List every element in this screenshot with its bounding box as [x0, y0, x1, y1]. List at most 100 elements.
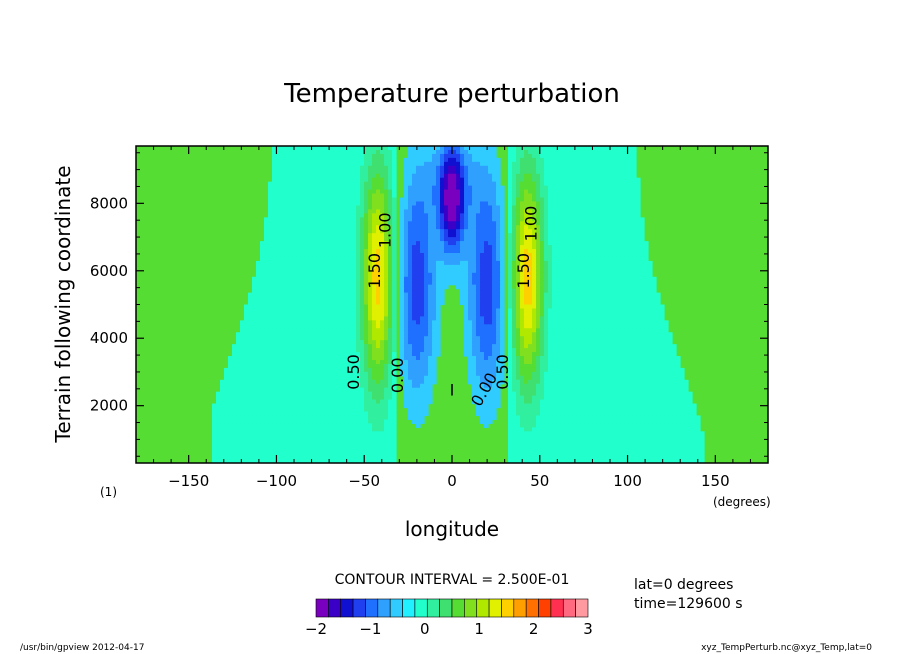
field-cell	[280, 157, 285, 163]
field-cell	[308, 165, 313, 171]
field-cell	[352, 284, 357, 290]
field-cell	[524, 153, 529, 159]
field-cell	[480, 205, 485, 210]
field-cell	[456, 229, 461, 234]
field-cell	[320, 336, 325, 341]
field-cell	[560, 189, 565, 195]
field-cell	[312, 205, 317, 210]
field-cell	[368, 288, 373, 294]
field-cell	[376, 209, 381, 214]
field-cell	[572, 161, 577, 167]
field-cell	[620, 161, 625, 167]
field-cell	[400, 348, 405, 353]
field-cell	[620, 344, 625, 349]
field-cell	[376, 340, 381, 345]
field-cell	[528, 197, 533, 203]
field-cell	[596, 241, 601, 246]
field-cell	[232, 344, 237, 349]
field-cell	[624, 280, 629, 286]
field-cell	[268, 225, 273, 230]
field-cell	[452, 229, 457, 234]
field-cell	[292, 264, 297, 270]
field-cell	[444, 252, 449, 258]
field-cell	[432, 256, 437, 262]
field-cell	[432, 348, 437, 353]
field-cell	[428, 185, 433, 191]
field-cell	[516, 229, 521, 234]
field-cell	[480, 229, 485, 234]
field-cell	[364, 237, 369, 242]
field-cell	[364, 173, 369, 179]
field-cell	[412, 336, 417, 341]
field-cell	[284, 249, 289, 254]
field-cell	[248, 340, 253, 345]
field-cell	[332, 161, 337, 167]
field-cell	[592, 225, 597, 230]
field-cell	[640, 300, 645, 306]
field-cell	[616, 328, 621, 333]
field-cell	[280, 209, 285, 214]
field-cell	[276, 316, 281, 321]
field-cell	[312, 153, 317, 159]
field-cell	[316, 312, 321, 317]
field-cell	[420, 328, 425, 333]
field-cell	[384, 328, 389, 333]
field-cell	[536, 149, 541, 155]
field-cell	[280, 245, 285, 250]
field-cell	[536, 217, 541, 222]
field-cell	[372, 284, 377, 290]
field-cell	[624, 201, 629, 207]
field-cell	[300, 328, 305, 333]
field-cell	[608, 237, 613, 242]
field-cell	[300, 340, 305, 345]
field-cell	[428, 157, 433, 163]
field-cell	[280, 177, 285, 183]
field-cell	[584, 189, 589, 195]
field-cell	[544, 312, 549, 317]
field-cell	[388, 245, 393, 250]
field-cell	[460, 181, 465, 187]
field-cell	[548, 173, 553, 179]
field-cell	[584, 153, 589, 159]
field-cell	[400, 197, 405, 203]
field-cell	[480, 193, 485, 199]
field-cell	[456, 213, 461, 218]
field-cell	[432, 352, 437, 357]
field-cell	[372, 288, 377, 294]
field-cell	[512, 173, 517, 179]
field-cell	[640, 272, 645, 278]
field-cell	[288, 284, 293, 290]
field-cell	[292, 217, 297, 222]
field-cell	[340, 328, 345, 333]
field-cell	[424, 189, 429, 195]
field-cell	[476, 197, 481, 203]
field-cell	[356, 157, 361, 163]
field-cell	[488, 173, 493, 179]
field-cell	[324, 352, 329, 357]
field-cell	[304, 249, 309, 254]
field-cell	[352, 280, 357, 286]
field-cell	[600, 284, 605, 290]
field-cell	[544, 252, 549, 258]
field-cell	[292, 304, 297, 310]
field-cell	[420, 177, 425, 183]
field-cell	[540, 276, 545, 282]
field-cell	[320, 201, 325, 207]
field-cell	[624, 252, 629, 258]
field-cell	[424, 348, 429, 353]
field-cell	[276, 197, 281, 203]
field-cell	[644, 272, 649, 278]
field-cell	[300, 189, 305, 195]
field-cell	[436, 268, 441, 274]
field-cell	[392, 205, 397, 210]
field-cell	[320, 205, 325, 210]
field-cell	[392, 308, 397, 314]
field-cell	[456, 217, 461, 222]
field-cell	[600, 209, 605, 214]
field-cell	[360, 344, 365, 349]
field-cell	[404, 332, 409, 337]
field-cell	[600, 256, 605, 262]
field-cell	[524, 320, 529, 325]
field-cell	[496, 312, 501, 317]
field-cell	[492, 217, 497, 222]
